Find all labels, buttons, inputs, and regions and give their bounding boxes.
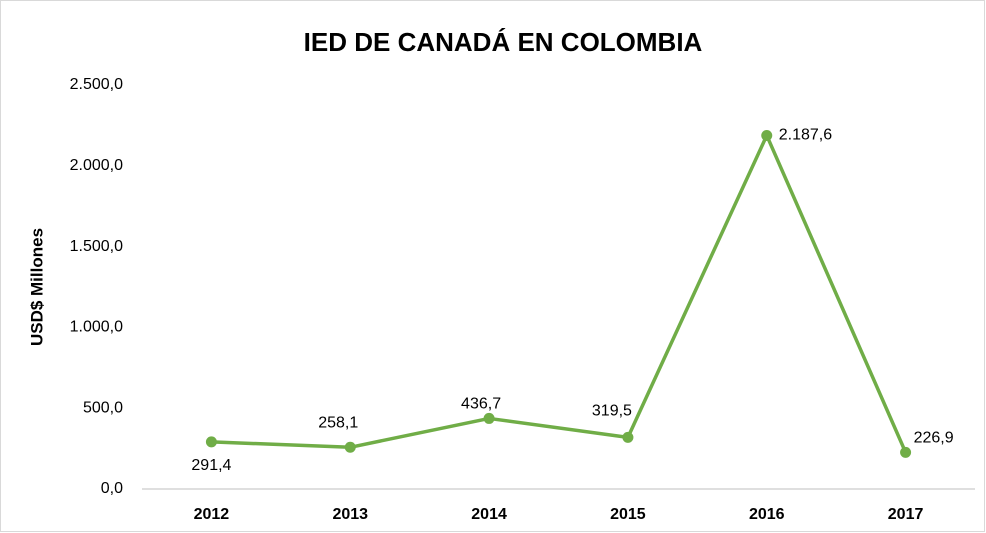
x-tick-label: 2013 bbox=[332, 506, 368, 523]
x-tick-label: 2017 bbox=[888, 506, 924, 523]
y-tick-label: 500,0 bbox=[83, 399, 123, 416]
data-point bbox=[900, 446, 912, 458]
chart-title: IED DE CANADÁ EN COLOMBIA bbox=[304, 27, 703, 57]
y-axis-label: USD$ Millones bbox=[27, 228, 46, 346]
x-tick-label: 2016 bbox=[749, 506, 785, 523]
x-tick-label: 2015 bbox=[610, 506, 646, 523]
data-point bbox=[483, 412, 495, 424]
data-point bbox=[622, 431, 634, 443]
y-tick-label: 2.000,0 bbox=[70, 157, 123, 174]
y-tick-label: 1.000,0 bbox=[70, 319, 123, 336]
x-tick-label: 2012 bbox=[194, 506, 230, 523]
data-label: 226,9 bbox=[914, 430, 954, 447]
data-label: 258,1 bbox=[318, 415, 358, 432]
data-label: 319,5 bbox=[592, 403, 632, 420]
data-point bbox=[344, 441, 356, 453]
data-point bbox=[761, 129, 773, 141]
series-line bbox=[211, 133, 908, 454]
data-label: 2.187,6 bbox=[779, 127, 832, 144]
data-label: 436,7 bbox=[461, 396, 501, 413]
data-point bbox=[205, 436, 217, 448]
y-tick-label: 2.500,0 bbox=[70, 76, 123, 93]
data-label: 291,4 bbox=[191, 457, 231, 474]
y-tick-label: 0,0 bbox=[101, 480, 123, 497]
x-tick-label: 2014 bbox=[471, 506, 507, 523]
y-tick-label: 1.500,0 bbox=[70, 238, 123, 255]
